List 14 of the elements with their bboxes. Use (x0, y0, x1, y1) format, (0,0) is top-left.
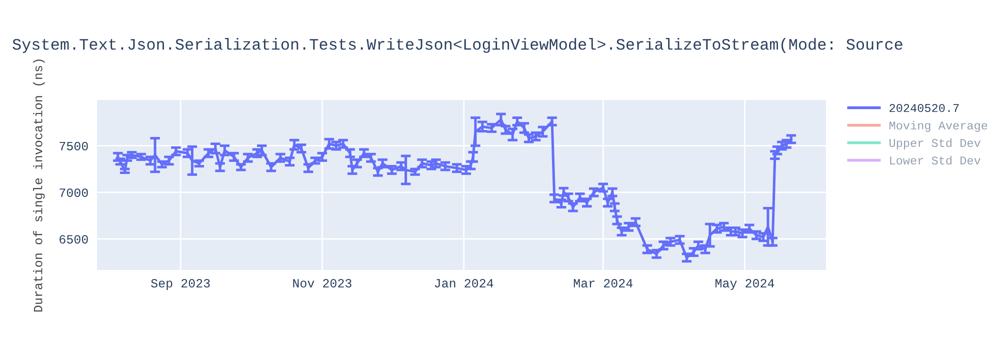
chart-title: System.Text.Json.Serialization.Tests.WriteJson<LoginViewModel>.SerializeToStream(Mode: Source (12, 38, 902, 53)
y-tick-label: 7500 (60, 142, 88, 150)
y-tick-label: 6500 (60, 235, 88, 244)
x-tick-label: May 2024 (716, 279, 774, 290)
x-tick-label: Sep 2023 (151, 279, 210, 290)
y-tick-label: 7000 (60, 188, 88, 197)
legend-label: Lower Std Dev (890, 156, 980, 165)
legend-label: 20240520.7 (890, 104, 959, 112)
legend-label: Moving Average (890, 120, 988, 132)
legend-label: Upper Std Dev (890, 138, 980, 150)
x-tick-label: Mar 2024 (574, 279, 632, 288)
x-tick-label: Jan 2024 (434, 279, 494, 288)
x-tick-label: Nov 2023 (293, 279, 352, 288)
y-axis-title: Duration of single invocation (ns) (33, 60, 45, 312)
